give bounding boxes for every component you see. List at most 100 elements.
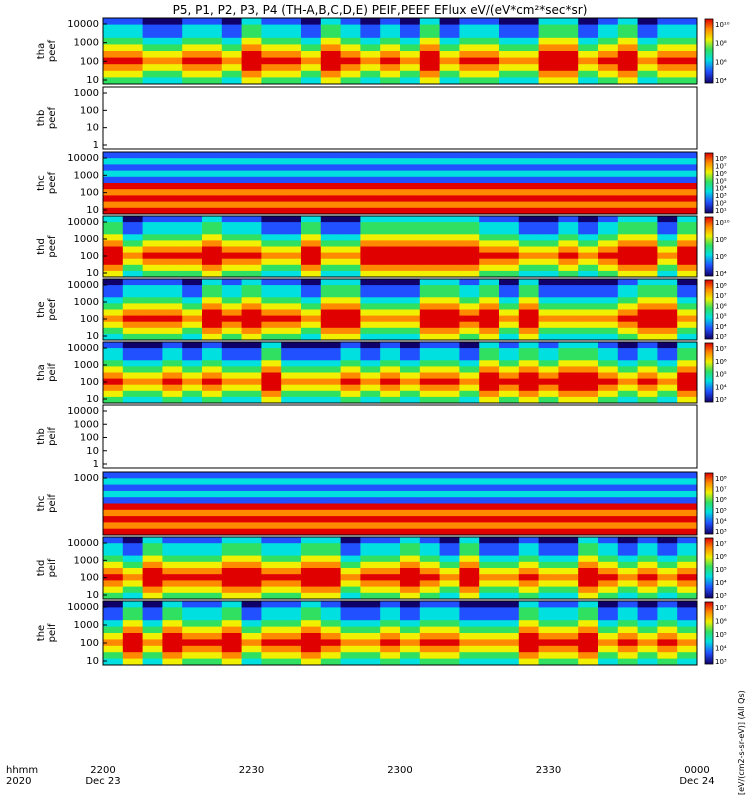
x-tick-label: 2200 (90, 765, 115, 776)
heatmap-cell (320, 176, 342, 184)
heatmap-cell (558, 170, 579, 178)
heatmap-cell (538, 77, 559, 85)
heatmap-cell (439, 620, 460, 628)
heatmap-cell (261, 484, 282, 492)
colorbar-tick-label: 10³ (715, 333, 727, 341)
heatmap-cell (360, 478, 381, 486)
heatmap-cell (221, 327, 243, 335)
heatmap-cell (241, 258, 262, 266)
heatmap-cell (301, 639, 322, 647)
heatmap-cell (221, 258, 243, 266)
heatmap-cell (360, 57, 381, 65)
heatmap-cell (281, 252, 302, 260)
heatmap-cell (360, 607, 381, 615)
heatmap-cell (380, 586, 401, 594)
heatmap-cell (657, 37, 678, 45)
heatmap-cell (459, 189, 480, 196)
heatmap-cell (598, 390, 619, 398)
heatmap-cell (221, 613, 243, 621)
heatmap-cell (459, 216, 480, 223)
heatmap-cell (657, 354, 678, 361)
heatmap-cell (340, 366, 361, 373)
heatmap-cell (499, 601, 520, 608)
heatmap-cell (241, 522, 262, 530)
heatmap-cell (400, 639, 421, 647)
heatmap-cell (380, 77, 401, 85)
heatmap-cell (637, 384, 658, 392)
heatmap-cell (657, 620, 678, 628)
heatmap-cell (340, 561, 361, 569)
heatmap-cell (380, 228, 401, 235)
heatmap-cell (142, 372, 163, 380)
heatmap-cell (479, 620, 500, 628)
heatmap-cell (301, 57, 322, 65)
heatmap-cell (637, 633, 658, 640)
heatmap-cell (320, 189, 342, 196)
heatmap-cell (301, 37, 322, 45)
heatmap-cell (340, 601, 361, 608)
heatmap-cell (419, 57, 441, 65)
heatmap-cell (162, 543, 183, 550)
heatmap-cell (538, 658, 559, 666)
heatmap-cell (182, 342, 203, 349)
heatmap-cell (182, 291, 203, 298)
heatmap-cell (380, 207, 401, 215)
heatmap-cell (558, 285, 579, 292)
footer-row1-label: hhmm (6, 765, 38, 776)
heatmap-cell (162, 77, 183, 85)
heatmap-cell (657, 490, 678, 498)
heatmap-cell (162, 360, 183, 367)
panel-frame (102, 17, 698, 85)
heatmap-cell (221, 472, 243, 479)
heatmap-cell (142, 285, 163, 292)
heatmap-cell (221, 607, 243, 615)
heatmap-cell (301, 396, 322, 404)
panel-label: thbpeif (36, 427, 58, 446)
heatmap-cell (202, 478, 223, 486)
heatmap-cell (103, 537, 124, 544)
heatmap-cell (637, 270, 658, 278)
heatmap-cell (617, 580, 639, 588)
heatmap-cell (499, 270, 520, 278)
heatmap-cell (677, 51, 698, 59)
heatmap-cell (419, 303, 441, 310)
heatmap-cell (419, 252, 441, 260)
heatmap-cell (598, 528, 619, 536)
heatmap-cell (400, 51, 421, 59)
heatmap-cell (400, 18, 421, 26)
heatmap-cell (499, 348, 520, 355)
heatmap-cell (320, 216, 342, 223)
heatmap-cell (221, 620, 243, 628)
heatmap-cell (142, 201, 163, 209)
y-tick-label: 1000 (74, 555, 99, 566)
heatmap-cell (301, 240, 322, 247)
heatmap-cell (340, 509, 361, 517)
heatmap-cell (518, 297, 540, 304)
heatmap-cell (677, 549, 698, 557)
heatmap-cell (538, 309, 559, 317)
heatmap-cell (122, 24, 144, 32)
heatmap-cell (637, 472, 658, 479)
heatmap-cell (162, 592, 183, 600)
heatmap-cell (598, 586, 619, 594)
heatmap-cell (241, 372, 262, 380)
colorbar-tick-label: 10⁵ (715, 313, 727, 321)
heatmap-cell (657, 291, 678, 298)
heatmap-cell (518, 586, 540, 594)
heatmap-cell (439, 170, 460, 178)
heatmap-cell (380, 378, 401, 386)
heatmap-cell (677, 390, 698, 398)
heatmap-cell (182, 620, 203, 628)
heatmap-cell (617, 497, 639, 504)
date-left-label: Dec 23 (85, 776, 120, 787)
heatmap-cell (558, 568, 579, 575)
heatmap-cell (459, 620, 480, 628)
heatmap-cell (578, 164, 599, 172)
heatmap-cell (677, 472, 698, 479)
heatmap-cell (459, 297, 480, 304)
heatmap-cell (122, 645, 144, 653)
heatmap-cell (479, 31, 500, 39)
heatmap-cell (241, 633, 262, 640)
heatmap-cell (340, 360, 361, 367)
heatmap-cell (459, 164, 480, 172)
